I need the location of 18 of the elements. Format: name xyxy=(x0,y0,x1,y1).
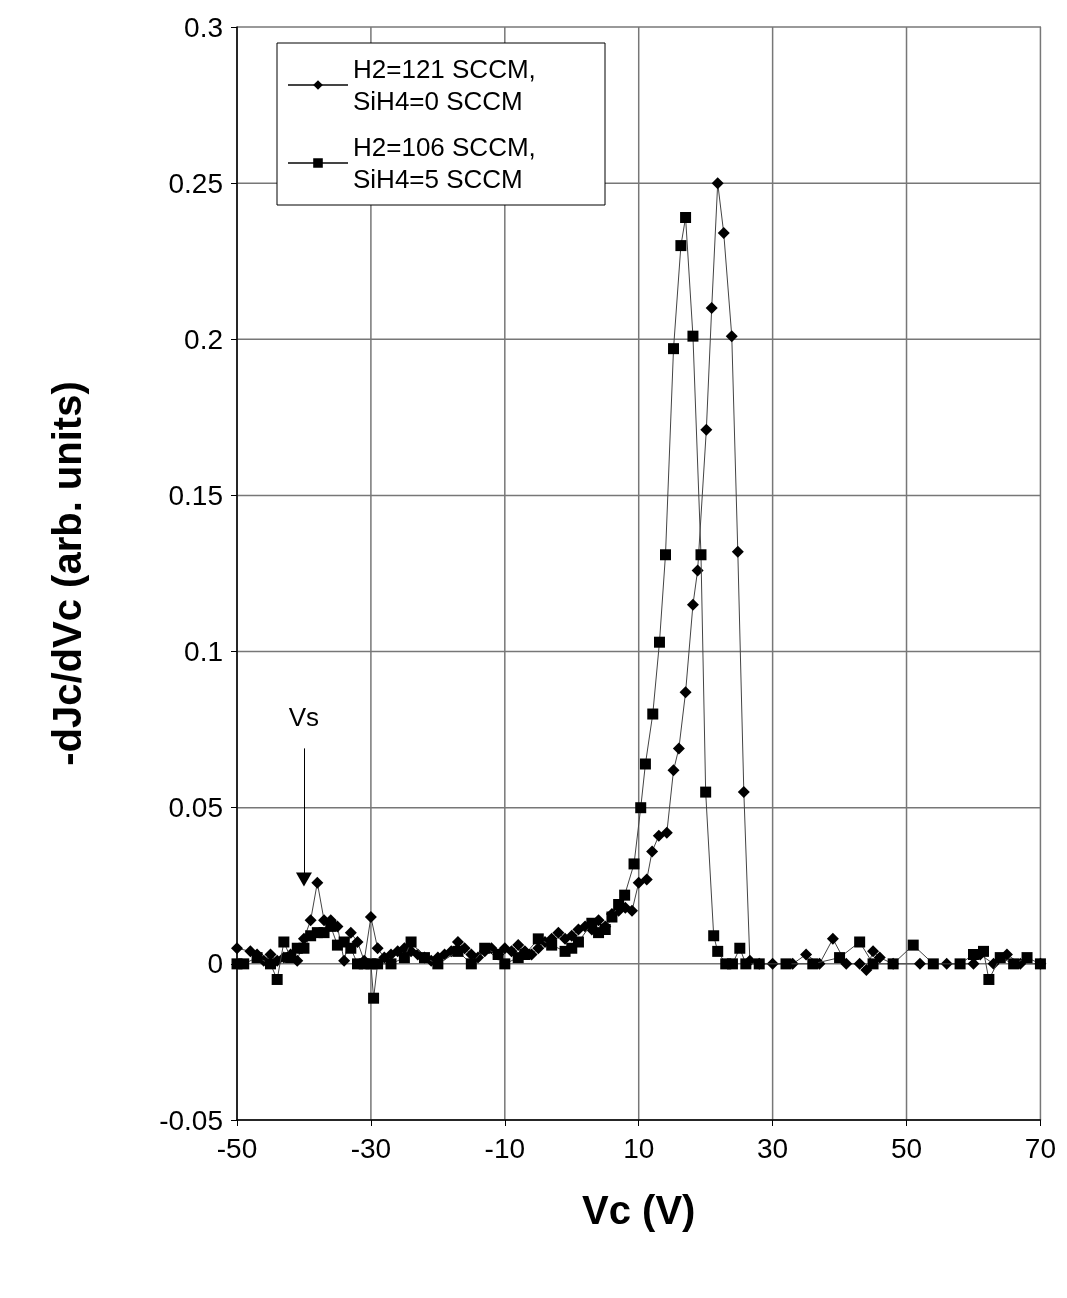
x-tick-label: 70 xyxy=(1024,1132,1057,1164)
x-tick-label: 50 xyxy=(890,1132,923,1164)
legend-label: H2=106 SCCM, SiH4=5 SCCM xyxy=(353,132,544,194)
x-tick-label: 10 xyxy=(623,1132,655,1164)
legend-label: H2=121 SCCM, SiH4=0 SCCM xyxy=(353,54,544,116)
x-tick-label: 30 xyxy=(757,1132,789,1164)
y-axis-title: -dJc/dVc (arb. units) xyxy=(45,381,89,766)
y-tick-label: 0.15 xyxy=(168,479,223,511)
y-tick-label: 0.2 xyxy=(184,323,223,355)
x-axis-title: Vc (V) xyxy=(582,1188,696,1232)
y-tick-label: 0.25 xyxy=(168,167,223,199)
y-tick-label: 0.3 xyxy=(184,11,223,43)
x-tick-label: -10 xyxy=(484,1132,526,1164)
x-tick-label: -30 xyxy=(350,1132,392,1164)
y-tick-label: 0.1 xyxy=(184,636,223,668)
y-tick-label: 0.05 xyxy=(168,792,223,824)
y-tick-label: 0 xyxy=(207,948,223,980)
annotation: Vs xyxy=(288,702,320,733)
